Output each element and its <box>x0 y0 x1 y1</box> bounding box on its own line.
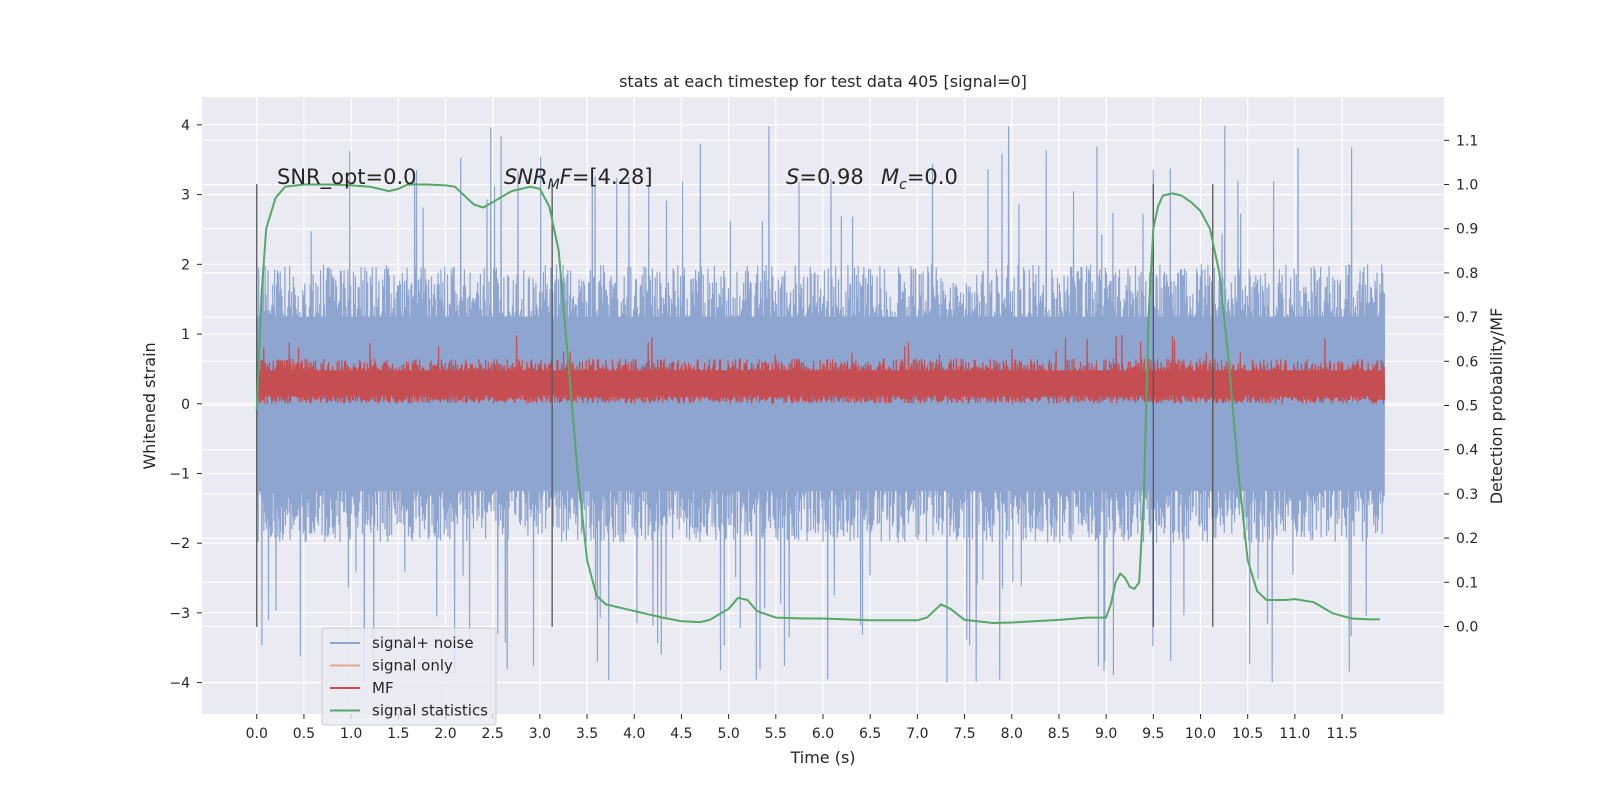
y2-axis-ticks: 0.0 0.1 0.2 0.3 0.4 0.5 0.6 0.7 0.8 0.9 1.0 1.1 <box>1444 133 1478 635</box>
x-tick-label: 6.5 <box>859 726 881 742</box>
annotations: SNR_opt=0.0 SNRMF=[4.28] S=0.98 Mc=0.0 <box>277 165 958 193</box>
x-tick-label: 4.0 <box>623 726 645 742</box>
y-tick-label: 2 <box>181 257 190 273</box>
y-axis-label: Whitened strain <box>140 342 159 469</box>
y-axis-ticks: −4 −3 −2 −1 0 1 2 3 4 <box>169 118 202 692</box>
x-tick-label: 2.0 <box>434 726 456 742</box>
y2-tick-label: 0.6 <box>1456 354 1478 370</box>
annotation-snr-mf-sub: M <box>548 177 560 193</box>
annotation-mc-math: M <box>881 165 899 189</box>
y2-tick-label: 1.1 <box>1456 133 1478 149</box>
y-tick-label: 0 <box>181 397 190 413</box>
y-tick-label: −2 <box>169 536 190 552</box>
x-tick-label: 8.0 <box>1001 726 1023 742</box>
x-tick-label: 1.0 <box>340 726 362 742</box>
annotation-s: S=0.98 <box>786 165 864 189</box>
legend: signal+ noise signal only MF signal statist… <box>321 627 497 726</box>
y2-tick-label: 0.2 <box>1456 531 1478 547</box>
y-tick-label: 1 <box>181 327 190 343</box>
y2-tick-label: 0.7 <box>1456 310 1478 326</box>
x-tick-label: 4.5 <box>670 726 692 742</box>
x-tick-label: 0.0 <box>246 726 268 742</box>
x-tick-label: 5.5 <box>765 726 787 742</box>
annotation-snr-mf-value: =[4.28] <box>572 165 653 189</box>
x-tick-label: 3.5 <box>576 726 598 742</box>
y-tick-label: −1 <box>169 466 190 482</box>
x-tick-label: 11.5 <box>1326 726 1357 742</box>
legend-label: MF <box>372 679 394 697</box>
signal-statistics-line <box>255 183 1380 624</box>
chart-title: stats at each timestep for test data 405… <box>619 72 1027 91</box>
y2-axis-label: Detection probability/MF <box>1487 308 1506 505</box>
annotation-snr-mf-math: SNR <box>504 165 548 189</box>
y2-tick-label: 0.5 <box>1456 399 1478 415</box>
y2-tick-label: 0.4 <box>1456 443 1478 459</box>
annotation-s-math: S <box>786 165 799 189</box>
x-tick-label: 5.0 <box>717 726 739 742</box>
y2-tick-label: 0.3 <box>1456 487 1478 503</box>
x-tick-label: 0.5 <box>293 726 315 742</box>
y2-tick-label: 0.9 <box>1456 222 1478 238</box>
x-tick-label: 3.0 <box>529 726 551 742</box>
annotation-snr-mf: SNRMF=[4.28] <box>504 165 653 193</box>
annotation-snr-mf-math2: F <box>560 165 573 189</box>
annotation-mc-sub: c <box>899 177 907 193</box>
legend-label: signal only <box>372 657 453 675</box>
x-axis-ticks: 0.0 0.5 1.0 1.5 2.0 2.5 3.0 3.5 4.0 4.5 5.0 5.5 6.0 6… <box>246 714 1358 742</box>
signal-noise-series <box>256 125 1386 683</box>
annotation-mc-value: =0.0 <box>907 165 958 189</box>
mf-line <box>256 334 1386 404</box>
annotation-snr-opt: SNR_opt=0.0 <box>277 165 417 190</box>
y2-tick-label: 0.8 <box>1456 266 1478 282</box>
y2-tick-label: 0.1 <box>1456 575 1478 591</box>
legend-box <box>321 627 497 726</box>
y-tick-label: 4 <box>181 118 190 134</box>
x-tick-label: 11.0 <box>1279 726 1310 742</box>
x-axis-label: Time (s) <box>789 748 855 767</box>
x-tick-label: 1.5 <box>387 726 409 742</box>
annotation-s-value: =0.98 <box>799 165 863 189</box>
x-tick-label: 10.0 <box>1185 726 1216 742</box>
x-tick-label: 7.5 <box>953 726 975 742</box>
x-tick-label: 8.5 <box>1048 726 1070 742</box>
x-tick-label: 10.5 <box>1232 726 1263 742</box>
x-tick-label: 2.5 <box>482 726 504 742</box>
legend-label: signal statistics <box>372 702 488 720</box>
x-tick-label: 9.0 <box>1095 726 1117 742</box>
y2-tick-label: 1.0 <box>1456 178 1478 194</box>
signal-statistics-series <box>255 183 1380 624</box>
y-tick-label: −4 <box>169 676 190 692</box>
y2-tick-label: 0.0 <box>1456 619 1478 635</box>
y-tick-label: −3 <box>169 606 190 622</box>
legend-label: signal+ noise <box>372 634 474 652</box>
y-tick-label: 3 <box>181 188 190 204</box>
mf-series <box>256 334 1386 404</box>
annotation-mc: Mc=0.0 <box>881 165 958 193</box>
signal-noise-line <box>256 125 1386 683</box>
x-tick-label: 9.5 <box>1142 726 1164 742</box>
x-tick-label: 6.0 <box>812 726 834 742</box>
x-tick-label: 7.0 <box>906 726 928 742</box>
